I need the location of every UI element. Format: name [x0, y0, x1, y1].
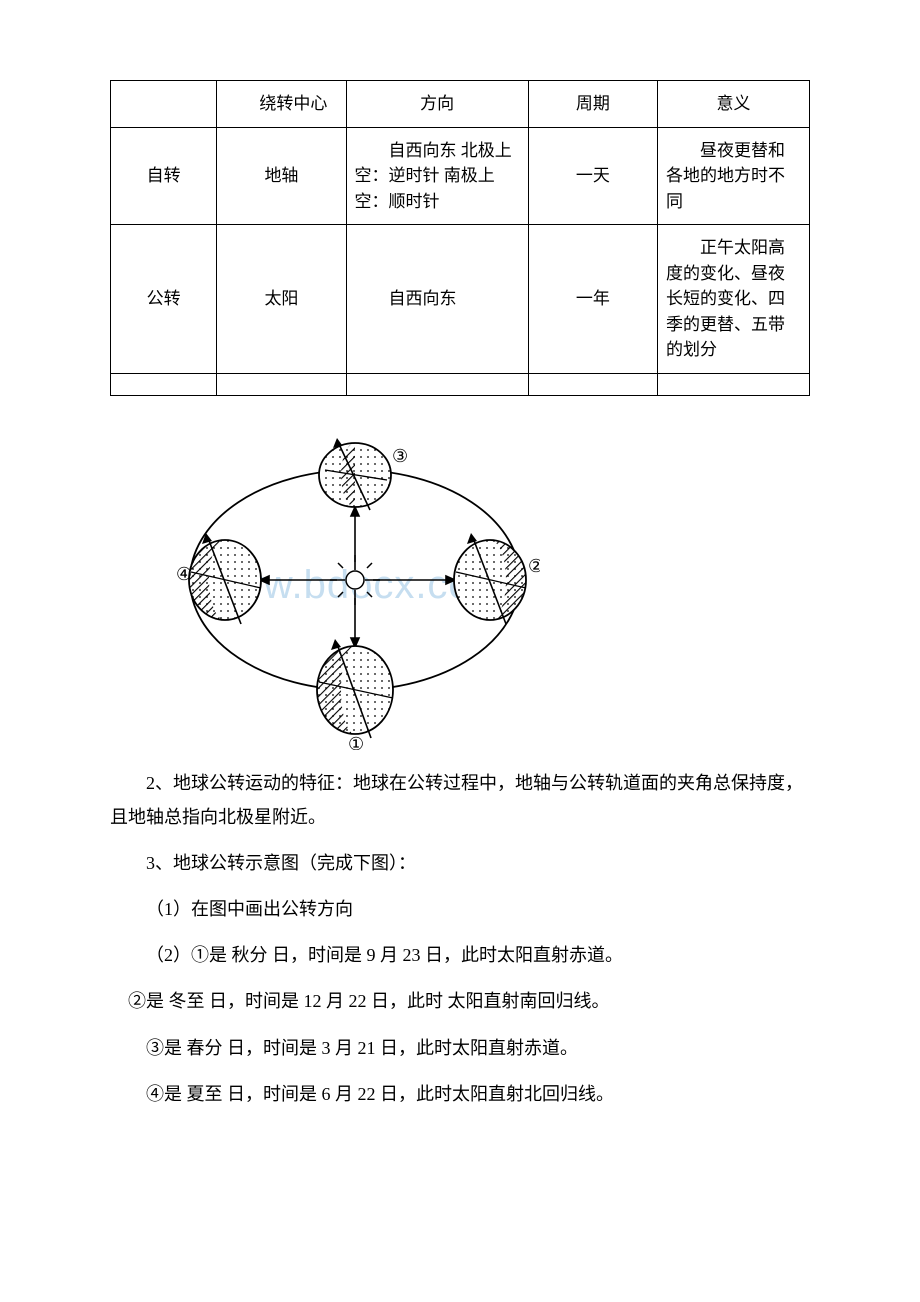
cell-rotation-name: 自转 [111, 127, 217, 225]
header-period: 周期 [528, 81, 657, 128]
cell-revolution-period: 一年 [528, 225, 657, 374]
revolution-diagram: www.bdocx.com [170, 420, 540, 750]
table-header-row: 绕转中心 方向 周期 意义 [111, 81, 810, 128]
cell-revolution-name: 公转 [111, 225, 217, 374]
header-blank [111, 81, 217, 128]
earth-left: ④ [176, 533, 261, 624]
paragraph-3-4: ③是 春分 日，时间是 3 月 21 日，此时太阳直射赤道。 [146, 1031, 810, 1065]
paragraph-3-5: ④是 夏至 日，时间是 6 月 22 日，此时太阳直射北回归线。 [146, 1077, 810, 1111]
paragraph-3: 3、地球公转示意图（完成下图）： [110, 846, 810, 880]
header-meaning: 意义 [658, 81, 810, 128]
header-center: 绕转中心 [217, 81, 346, 128]
label-left: ④ [176, 564, 192, 584]
paragraph-2: 2、地球公转运动的特征：地球在公转过程中，地轴与公转轨道面的夹角总保持度，且地轴… [110, 766, 810, 834]
table-row: 公转 太阳 自西向东 一年 正午太阳高度的变化、昼夜长短的变化、四季的更替、五带… [111, 225, 810, 374]
cell-rotation-meaning: 昼夜更替和各地的地方时不同 [658, 127, 810, 225]
cell-revolution-direction: 自西向东 [346, 225, 528, 374]
table-row: 自转 地轴 自西向东 北极上空：逆时针 南极上空：顺时针 一天 昼夜更替和各地的… [111, 127, 810, 225]
cell-rotation-period: 一天 [528, 127, 657, 225]
earth-bottom: ① [317, 639, 393, 750]
paragraph-3-3: ②是 冬至 日，时间是 12 月 22 日，此时 太阳直射南回归线。 [128, 984, 810, 1018]
earth-right: ② [454, 533, 540, 624]
table-empty-row [111, 373, 810, 395]
cell-rotation-center: 地轴 [217, 127, 346, 225]
label-right: ② [528, 556, 540, 576]
cell-revolution-center: 太阳 [217, 225, 346, 374]
cell-rotation-direction: 自西向东 北极上空：逆时针 南极上空：顺时针 [346, 127, 528, 225]
label-bottom: ① [348, 734, 364, 750]
paragraph-3-1: （1）在图中画出公转方向 [146, 892, 810, 926]
cell-revolution-meaning: 正午太阳高度的变化、昼夜长短的变化、四季的更替、五带的划分 [658, 225, 810, 374]
header-direction: 方向 [346, 81, 528, 128]
earth-motion-table: 绕转中心 方向 周期 意义 自转 地轴 自西向东 北极上空：逆时针 南极上空：顺… [110, 80, 810, 396]
paragraph-3-2: （2）①是 秋分 日，时间是 9 月 23 日，此时太阳直射赤道。 [146, 938, 810, 972]
label-top: ③ [392, 446, 408, 466]
